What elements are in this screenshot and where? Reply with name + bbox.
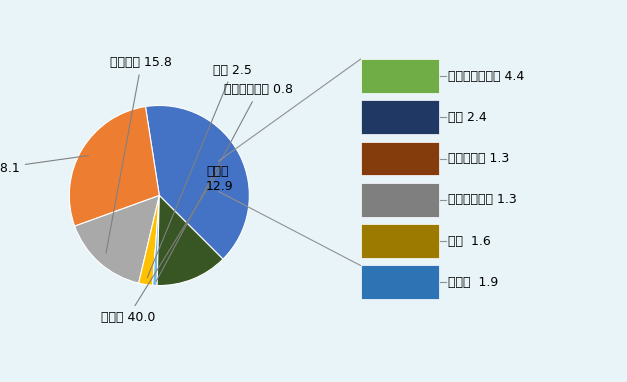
- Text: 石油 28.1: 石油 28.1: [0, 155, 88, 175]
- Wedge shape: [139, 196, 159, 285]
- Text: ヒートポンプ 1.3: ヒートポンプ 1.3: [448, 193, 517, 206]
- Text: 原子力 40.0: 原子力 40.0: [100, 165, 222, 324]
- Text: 石炭 2.5: 石炭 2.5: [147, 64, 252, 277]
- Text: 風力  1.6: 風力 1.6: [448, 235, 491, 248]
- Wedge shape: [145, 105, 250, 259]
- Text: 固形バイオマス 4.4: 固形バイオマス 4.4: [448, 70, 525, 83]
- Text: その他  1.9: その他 1.9: [448, 276, 498, 289]
- Wedge shape: [157, 196, 223, 285]
- Text: 水力 2.4: 水力 2.4: [448, 111, 487, 124]
- Text: その他廃棄物 0.8: その他廃棄物 0.8: [156, 84, 293, 281]
- Text: バイオ燃料 1.3: バイオ燃料 1.3: [448, 152, 510, 165]
- Text: 天然ガス 15.8: 天然ガス 15.8: [106, 57, 172, 253]
- Wedge shape: [70, 107, 159, 226]
- Wedge shape: [75, 196, 159, 283]
- Text: その他
12.9: その他 12.9: [206, 165, 234, 193]
- Wedge shape: [152, 196, 159, 285]
